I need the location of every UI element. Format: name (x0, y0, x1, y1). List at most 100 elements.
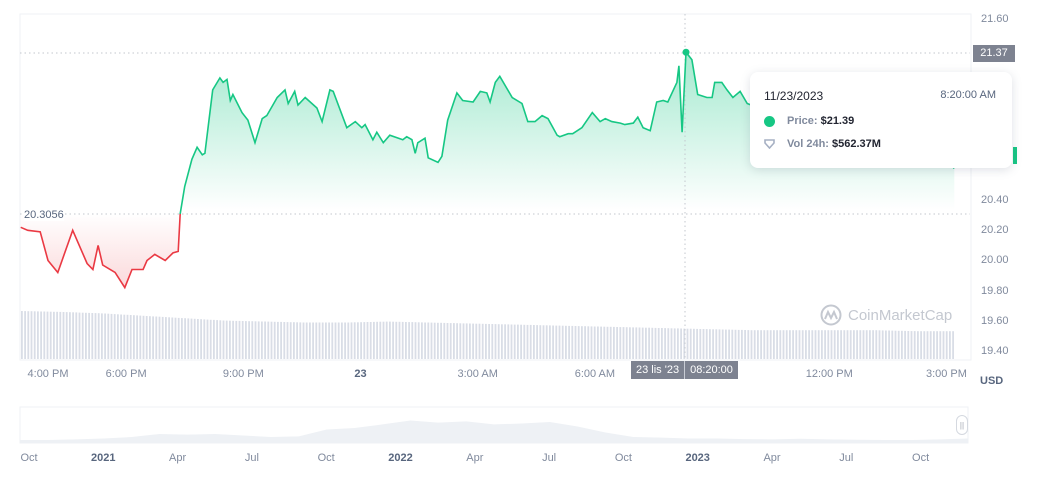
volume-bar (792, 330, 794, 359)
volume-bar (568, 325, 570, 359)
y-tick-label: 19.40 (981, 345, 1009, 357)
volume-bar (488, 324, 490, 359)
volume-bar (88, 312, 90, 359)
volume-bar (177, 317, 180, 359)
volume-bar (379, 321, 382, 359)
volume-bar (897, 330, 900, 359)
volume-bar (632, 327, 634, 359)
volume-bar (513, 324, 516, 359)
hover-time-badge-text: 08:20:00 (684, 361, 738, 379)
volume-bar (30, 311, 33, 359)
volume-bar (427, 322, 430, 359)
volume-bar (174, 317, 177, 359)
volume-bar (894, 330, 897, 359)
volume-bar (334, 322, 337, 359)
volume-bar (670, 328, 673, 359)
volume-bar (129, 315, 132, 359)
volume-bar (920, 331, 922, 359)
volume-bar (219, 320, 222, 359)
volume-bar (555, 325, 558, 359)
volume-bar (721, 329, 724, 359)
volume-bar (446, 323, 449, 359)
volume-icon (764, 139, 775, 149)
volume-bar (606, 326, 609, 359)
volume-bar (360, 322, 362, 359)
volume-bar (222, 320, 225, 359)
volume-bar (821, 330, 823, 359)
volume-bar (769, 330, 772, 359)
volume-bar (795, 330, 798, 359)
area-down (20, 214, 955, 288)
volume-bar (686, 328, 689, 359)
navigator-label: 2022 (388, 452, 413, 464)
volume-bar (85, 312, 87, 359)
volume-bar (785, 330, 788, 359)
volume-bar (101, 313, 103, 359)
volume-bar (190, 318, 193, 359)
volume-bar (709, 329, 711, 359)
volume-bar (296, 322, 298, 359)
volume-bar (72, 312, 74, 359)
volume-bar (731, 329, 734, 359)
navigator-label: Oct (912, 452, 930, 464)
volume-bar (453, 323, 455, 359)
volume-bar (248, 321, 250, 359)
y-tick-label: 20.00 (981, 254, 1009, 267)
volume-bar (760, 330, 762, 359)
volume-bar (366, 322, 369, 359)
volume-bar (526, 324, 529, 359)
volume-bar (638, 327, 641, 359)
volume-bar (696, 328, 698, 359)
volume-bar (705, 329, 708, 359)
hover-date-badge: 23 lis '23 (636, 364, 680, 376)
volume-bar (264, 321, 266, 359)
volume-bar (65, 312, 68, 359)
volume-bar (661, 328, 663, 359)
volume-bar (43, 311, 46, 359)
volume-bar (433, 322, 436, 359)
volume-bar (504, 324, 506, 359)
navigator-handle[interactable]: || (956, 415, 968, 435)
volume-bar (536, 325, 538, 359)
volume-bar (683, 328, 686, 359)
x-tick-label: 3:00 PM (925, 368, 967, 380)
volume-bar (865, 330, 868, 359)
volume-bar (289, 322, 292, 359)
volume-bar (539, 325, 542, 359)
volume-bar (232, 320, 234, 359)
volume-bar (744, 330, 746, 359)
volume-bar (206, 319, 209, 359)
volume-value: $562.37M (831, 138, 881, 150)
volume-bar (699, 329, 702, 359)
volume-bar (584, 326, 586, 359)
volume-bar (187, 318, 190, 359)
volume-bar (625, 327, 628, 359)
volume-bar (565, 325, 567, 359)
volume-bar (571, 325, 574, 359)
navigator-label: Apr (466, 452, 484, 464)
volume-bar (312, 322, 314, 359)
volume-bar (136, 315, 138, 359)
volume-bar (443, 322, 446, 359)
volume-bar (923, 331, 926, 359)
volume-bar (750, 330, 753, 359)
volume-bar (693, 328, 695, 359)
volume-bar (872, 330, 874, 359)
volume-bar (133, 315, 135, 359)
volume-bar (869, 330, 871, 359)
navigator-label: Oct (614, 452, 632, 464)
volume-bar (238, 320, 241, 359)
volume-bar (78, 312, 81, 359)
hover-time-badge: 23 lis '23 08:20:00 (631, 361, 738, 379)
volume-bar (430, 322, 433, 359)
volume-bar (475, 323, 478, 359)
volume-bar (286, 322, 289, 359)
volume-bar (347, 322, 350, 359)
volume-bar (171, 317, 174, 359)
x-tick-label: 6:00 PM (105, 368, 147, 380)
volume-bar (27, 311, 30, 359)
volume-bar (936, 331, 938, 359)
volume-bar (152, 316, 154, 359)
navigator-label: Oct (317, 452, 335, 464)
